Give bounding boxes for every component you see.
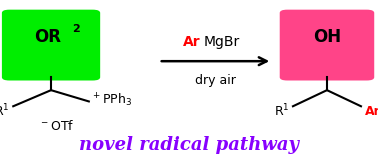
- Text: Ar: Ar: [364, 105, 378, 118]
- Text: R$^1$: R$^1$: [274, 103, 290, 119]
- Text: novel radical pathway: novel radical pathway: [79, 136, 299, 154]
- Text: Ar: Ar: [183, 35, 200, 49]
- FancyBboxPatch shape: [280, 10, 374, 80]
- Text: OR: OR: [34, 28, 61, 46]
- Text: R$^1$: R$^1$: [0, 103, 10, 119]
- Text: MgBr: MgBr: [204, 35, 240, 49]
- Text: $^-$OTf: $^-$OTf: [39, 119, 74, 133]
- Text: 2: 2: [72, 24, 79, 34]
- FancyBboxPatch shape: [2, 10, 100, 80]
- Text: $^+$PPh$_3$: $^+$PPh$_3$: [91, 92, 132, 109]
- Text: dry air: dry air: [195, 74, 236, 87]
- Text: OH: OH: [313, 28, 341, 46]
